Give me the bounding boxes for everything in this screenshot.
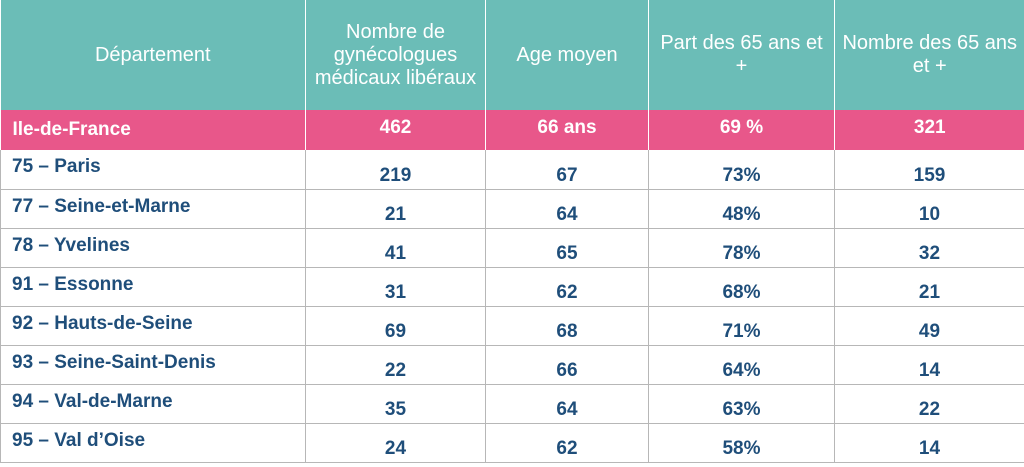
nombre65-cell: 21 bbox=[834, 267, 1024, 307]
departement-name: 92 – Hauts-de-Seine bbox=[0, 306, 306, 346]
table-row: 95 – Val d’Oise 24 62 58% 14 bbox=[0, 423, 1024, 463]
departement-name: 75 – Paris bbox=[0, 150, 306, 190]
part-cell: 48% bbox=[648, 189, 835, 229]
region-nombre: 462 bbox=[305, 110, 486, 150]
age-cell: 65 bbox=[485, 228, 649, 268]
header-part-65-ans: Part des 65 ans et + bbox=[648, 0, 835, 110]
table-row: 94 – Val-de-Marne 35 64 63% 22 bbox=[0, 384, 1024, 424]
header-age-moyen: Age moyen bbox=[485, 0, 649, 110]
part-cell: 78% bbox=[648, 228, 835, 268]
part-cell: 58% bbox=[648, 423, 835, 463]
departement-name: 77 – Seine-et-Marne bbox=[0, 189, 306, 229]
header-nombre-gynecologues: Nombre de gynécologues médicaux libéraux bbox=[305, 0, 486, 110]
header-departement: Département bbox=[0, 0, 306, 110]
nombre-cell: 31 bbox=[305, 267, 486, 307]
age-cell: 64 bbox=[485, 384, 649, 424]
nombre65-cell: 32 bbox=[834, 228, 1024, 268]
table-row: 92 – Hauts-de-Seine 69 68 71% 49 bbox=[0, 306, 1024, 346]
nombre-cell: 69 bbox=[305, 306, 486, 346]
departement-name: 91 – Essonne bbox=[0, 267, 306, 307]
nombre-cell: 41 bbox=[305, 228, 486, 268]
nombre-cell: 21 bbox=[305, 189, 486, 229]
part-cell: 63% bbox=[648, 384, 835, 424]
header-nombre-65-ans: Nombre des 65 ans et + bbox=[834, 0, 1024, 110]
part-cell: 71% bbox=[648, 306, 835, 346]
table-row: 77 – Seine-et-Marne 21 64 48% 10 bbox=[0, 189, 1024, 229]
departement-name: 95 – Val d’Oise bbox=[0, 423, 306, 463]
departement-name: 94 – Val-de-Marne bbox=[0, 384, 306, 424]
table-row: 78 – Yvelines 41 65 78% 32 bbox=[0, 228, 1024, 268]
nombre65-cell: 49 bbox=[834, 306, 1024, 346]
table-row: 75 – Paris 219 67 73% 159 bbox=[0, 150, 1024, 190]
age-cell: 67 bbox=[485, 150, 649, 190]
nombre65-cell: 14 bbox=[834, 423, 1024, 463]
nombre65-cell: 14 bbox=[834, 345, 1024, 385]
departement-name: 93 – Seine-Saint-Denis bbox=[0, 345, 306, 385]
region-part: 69 % bbox=[648, 110, 835, 150]
nombre-cell: 24 bbox=[305, 423, 486, 463]
nombre-cell: 35 bbox=[305, 384, 486, 424]
table-row: 91 – Essonne 31 62 68% 21 bbox=[0, 267, 1024, 307]
nombre65-cell: 22 bbox=[834, 384, 1024, 424]
age-cell: 62 bbox=[485, 423, 649, 463]
nombre-cell: 219 bbox=[305, 150, 486, 190]
departement-name: 78 – Yvelines bbox=[0, 228, 306, 268]
age-cell: 68 bbox=[485, 306, 649, 346]
nombre65-cell: 159 bbox=[834, 150, 1024, 190]
header-row: Département Nombre de gynécologues médic… bbox=[0, 0, 1024, 110]
age-cell: 66 bbox=[485, 345, 649, 385]
region-nombre65: 321 bbox=[834, 110, 1024, 150]
region-age: 66 ans bbox=[485, 110, 649, 150]
region-total-row: Ile-de-France 462 66 ans 69 % 321 bbox=[0, 110, 1024, 150]
nombre65-cell: 10 bbox=[834, 189, 1024, 229]
part-cell: 73% bbox=[648, 150, 835, 190]
part-cell: 68% bbox=[648, 267, 835, 307]
region-name: Ile-de-France bbox=[0, 110, 306, 150]
age-cell: 64 bbox=[485, 189, 649, 229]
part-cell: 64% bbox=[648, 345, 835, 385]
nombre-cell: 22 bbox=[305, 345, 486, 385]
table-row: 93 – Seine-Saint-Denis 22 66 64% 14 bbox=[0, 345, 1024, 385]
age-cell: 62 bbox=[485, 267, 649, 307]
